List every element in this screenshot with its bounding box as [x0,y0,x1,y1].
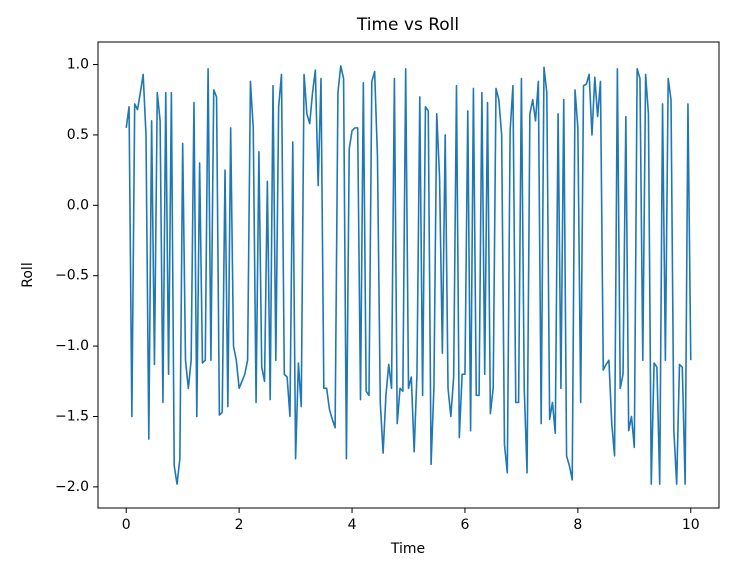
x-tick-label: 2 [235,517,244,533]
data-line [125,65,692,485]
y-tick-label: −0.5 [55,268,89,284]
y-tick-label: 0.0 [67,197,89,213]
x-tick-label: 6 [460,517,469,533]
y-tick-label: 1.0 [67,57,89,73]
chart-title: Time vs Roll [356,15,459,35]
y-tick-label: 0.5 [67,127,89,143]
x-tick-label: 0 [122,517,131,533]
x-tick-label: 8 [573,517,582,533]
y-tick-label: −1.0 [55,338,89,354]
plot-frame [97,41,720,509]
y-axis-label: Roll [20,262,36,287]
x-tick-label: 4 [348,517,357,533]
y-tick-label: −1.5 [55,408,89,424]
x-axis-label: Time [390,541,425,557]
y-tick-label: −2.0 [55,479,89,495]
x-tick-label: 10 [682,517,700,533]
